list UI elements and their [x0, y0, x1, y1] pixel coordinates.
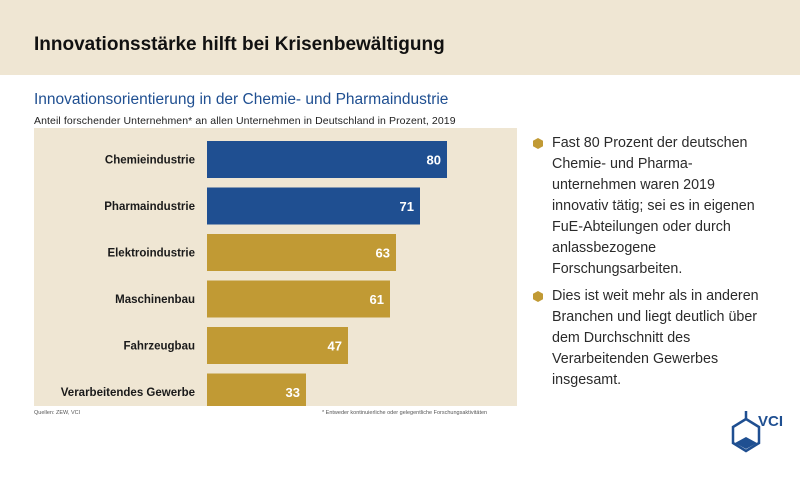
category-label: Fahrzeugbau: [123, 341, 195, 353]
bar: [207, 141, 447, 178]
value-label: 63: [376, 246, 390, 261]
value-label: 80: [427, 153, 441, 168]
hexagon-icon: [533, 138, 543, 149]
category-label: Verarbeitendes Gewerbe: [61, 387, 195, 399]
bullet-text: Fast 80 Prozent der deutschen Chemie- un…: [552, 135, 755, 277]
header-band: [0, 0, 800, 75]
value-label: 61: [370, 292, 384, 307]
category-label: Chemieindustrie: [105, 155, 195, 167]
vci-logo-text: VCI: [758, 413, 784, 430]
page-title: Innovationsstärke hilft bei Krisenbewält…: [34, 34, 445, 55]
bar-chart: Chemieindustrie 80 Pharmaindustrie 71 Elektr…: [61, 141, 447, 406]
bar: [207, 373, 306, 406]
footnote: * Entweder kontinuierliche oder gelegent…: [322, 410, 488, 416]
bullet-list: Fast 80 Prozent der deutschen Chemie- un…: [533, 133, 773, 397]
category-label: Elektroindustrie: [107, 248, 195, 260]
bar: [207, 187, 420, 225]
value-label: 71: [400, 199, 414, 214]
benzene-hexagon-icon: [731, 411, 761, 453]
bar: [207, 327, 348, 364]
category-label: Maschinenbau: [115, 294, 195, 306]
bar: [207, 280, 390, 318]
chart-title: Innovationsorientierung in der Chemie- u…: [34, 91, 449, 108]
bullet-item: Dies ist weit mehr als in anderen Branch…: [533, 286, 773, 391]
bullet-item: Fast 80 Prozent der deutschen Chemie- un…: [533, 133, 773, 280]
hexagon-icon: [533, 291, 543, 302]
bar: [207, 234, 396, 271]
value-label: 33: [286, 385, 300, 400]
category-label: Pharmaindustrie: [104, 201, 195, 213]
chart-subtitle: Anteil forschender Unternehmen* an allen…: [34, 115, 456, 127]
bullet-text: Dies ist weit mehr als in anderen Branch…: [552, 288, 759, 388]
source-note: Quellen: ZEW, VCI: [34, 410, 81, 416]
value-label: 47: [328, 339, 342, 354]
